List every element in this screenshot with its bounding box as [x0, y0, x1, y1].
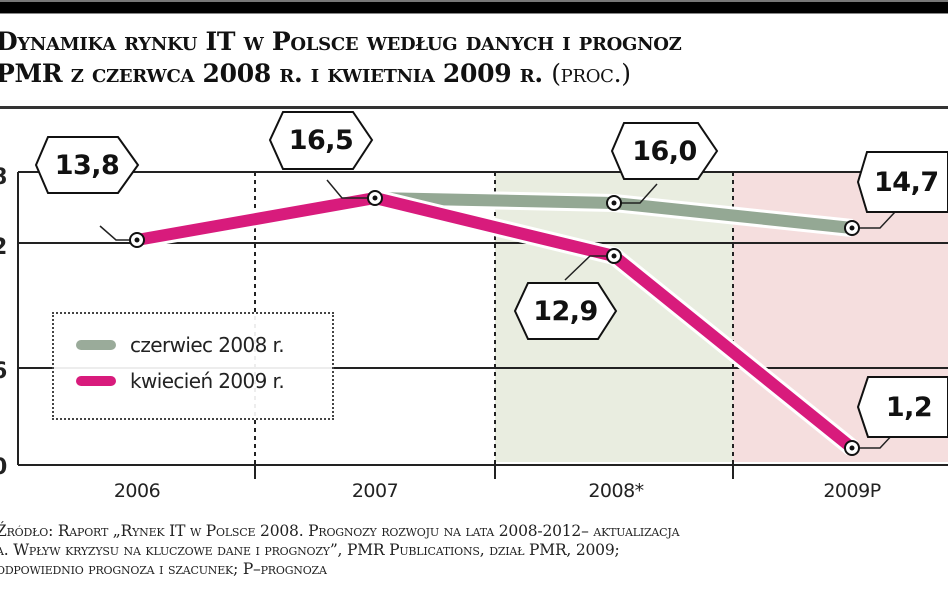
value-label-2006: 13,8 — [54, 149, 120, 181]
line-chart: 8 2 6 0 — [0, 111, 948, 479]
source-line1: Źródło: Raport „Rynek IT w Polsce 2008. … — [0, 522, 680, 540]
y-tick-remnant: 0 — [0, 455, 7, 479]
legend-item-april-2009: kwiecień 2009 r. — [76, 364, 285, 398]
y-tick-remnant: 2 — [0, 235, 7, 260]
chart-title-line2-text: PMR z czerwca 2008 r. i kwietnia 2009 r. — [0, 59, 543, 88]
legend-swatch-april-2009 — [76, 376, 116, 386]
data-point-marker — [367, 190, 383, 206]
legend-label: kwiecień 2009 r. — [130, 369, 285, 393]
legend-item-june-2008: czerwiec 2008 r. — [76, 328, 285, 362]
y-tick-remnant: 8 — [0, 165, 7, 190]
data-point-marker — [844, 220, 860, 236]
y-tick-remnant: 6 — [0, 359, 7, 384]
data-point-marker — [606, 248, 622, 264]
hex-label-shape — [610, 122, 719, 180]
legend-label: czerwiec 2008 r. — [130, 333, 285, 357]
source-line3: odpowiednio prognoza i szacunek; P–progn… — [0, 560, 327, 578]
data-point-marker — [129, 232, 145, 248]
title-rule — [0, 106, 948, 109]
chart-title-line1: Dynamika rynku IT w Polsce według danych… — [0, 27, 682, 56]
x-label-2009: 2009P — [823, 480, 881, 502]
value-label-2007: 16,5 — [288, 125, 354, 156]
value-label-2009-april: 1,2 — [885, 391, 933, 423]
chart-unit: (proc.) — [551, 59, 631, 88]
hex-label-shape — [856, 151, 948, 213]
series-april-2009 — [135, 192, 856, 453]
leader-line — [614, 183, 658, 204]
source-line2: a. Wpływ kryzysu na kluczowe dane i prog… — [0, 541, 620, 559]
value-label-2008-april: 12,9 — [533, 295, 598, 327]
legend: czerwiec 2008 r. kwiecień 2009 r. — [52, 312, 334, 420]
data-point-marker — [844, 440, 860, 456]
chart-title: Dynamika rynku IT w Polsce według danych… — [0, 26, 948, 90]
data-point-marker — [606, 195, 622, 211]
hex-label-shape — [856, 376, 948, 438]
source-note: Źródło: Raport „Rynek IT w Polsce 2008. … — [0, 522, 948, 579]
legend-swatch-june-2008 — [76, 340, 116, 350]
hex-label-shape — [513, 282, 618, 340]
value-label-2009-june: 14,7 — [874, 166, 939, 198]
hex-label-shape — [268, 111, 374, 170]
chart-title-line2: PMR z czerwca 2008 r. i kwietnia 2009 r.… — [0, 58, 948, 90]
value-label-2008-june: 16,0 — [632, 135, 697, 167]
leader-line — [326, 179, 375, 199]
top-bar — [0, 0, 948, 14]
hex-label-shape — [34, 136, 140, 194]
x-label-2008: 2008* — [588, 480, 644, 502]
x-label-2007: 2007 — [351, 480, 399, 502]
x-label-2006: 2006 — [113, 480, 161, 502]
leader-line — [852, 211, 896, 229]
